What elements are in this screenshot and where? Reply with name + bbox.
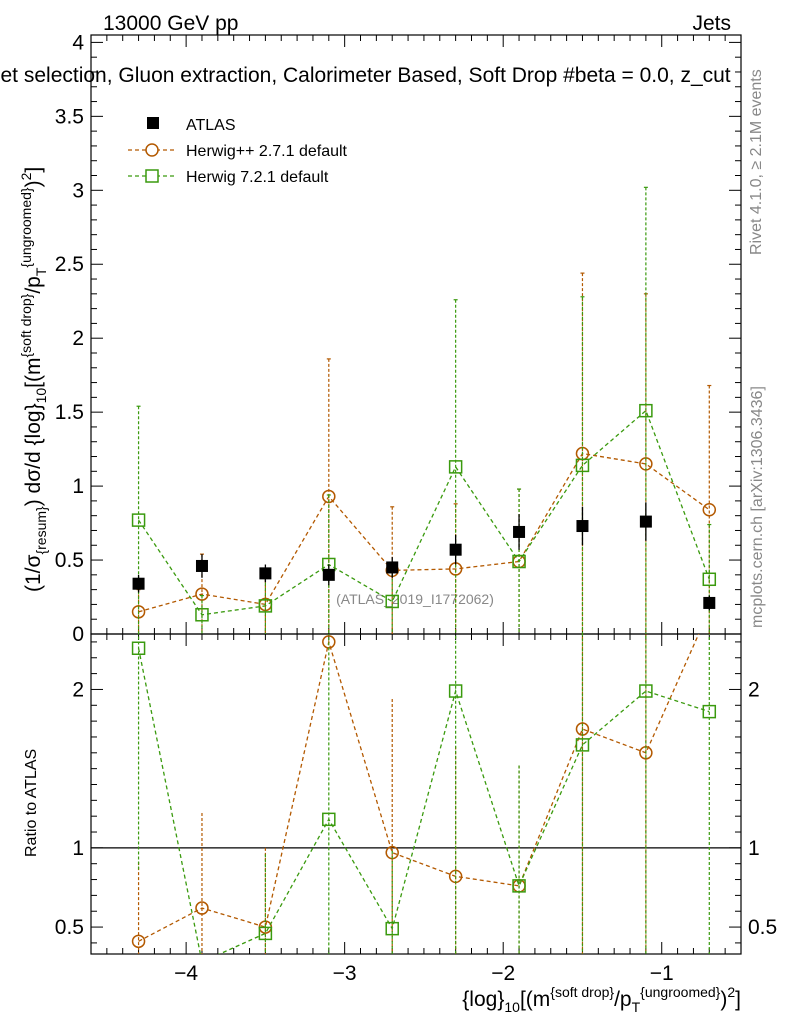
- plot-title: Dijet selection, Gluon extraction, Calor…: [0, 64, 731, 87]
- herwig7-point: [131, 513, 146, 527]
- herwig7-ratio-point: [702, 704, 717, 719]
- atlas-point: [386, 561, 399, 574]
- herwig7-point: [575, 458, 590, 473]
- ratio-plot-marks: [91, 634, 741, 954]
- herwig7-point: [195, 608, 209, 622]
- ratio-y-tick-label-right: 1: [748, 837, 760, 860]
- ratio-plot-frame: [90, 633, 742, 955]
- watermark: (ATLAS_2019_I1772062): [336, 591, 494, 607]
- atlas-point: [513, 525, 526, 538]
- x-tick-label: −2: [491, 962, 515, 985]
- herwig7-point: [448, 460, 463, 474]
- herwig7-ratio-point: [385, 921, 399, 936]
- atlas-point: [639, 515, 652, 528]
- legend-marker-herwig7: [145, 169, 159, 183]
- ratio-axis-title: Ratio to ATLAS: [23, 749, 40, 857]
- header-left: 13000 GeV pp: [103, 12, 238, 35]
- y-tick-label: 1: [72, 475, 84, 498]
- herwig7-ratio-point: [512, 879, 526, 893]
- atlas-point: [703, 596, 716, 609]
- legend-label-herwigpp: Herwig++ 2.7.1 default: [186, 143, 348, 160]
- herwig7-point: [258, 599, 273, 613]
- herwig7-point: [385, 594, 399, 609]
- y-tick-label: 1.5: [55, 401, 84, 424]
- herwig7-ratio-point: [448, 684, 463, 698]
- herwig7-ratio-point: [322, 812, 336, 827]
- y-tick-label: 2.5: [55, 253, 84, 276]
- herwig7-ratio-point: [639, 684, 653, 698]
- svg-text:{log}10[(m{soft drop}/pT{ungro: {log}10[(m{soft drop}/pT{ungroomed})2]: [462, 984, 741, 1015]
- x-tick-label: −1: [650, 962, 674, 985]
- y-axis-title: (1/σ{resum}) dσ/d {log}10[(m{soft drop}/…: [18, 167, 49, 592]
- legend-label-atlas: ATLAS: [186, 117, 236, 134]
- ratio-y-tick-label: 0.5: [55, 916, 84, 939]
- atlas-point: [322, 568, 335, 581]
- herwig7-point: [702, 572, 717, 587]
- header-right: Jets: [692, 12, 731, 35]
- herwigpp-line: [138, 452, 710, 613]
- y-tick-label: 3: [72, 179, 84, 202]
- atlas-point: [576, 520, 589, 533]
- ratio-y-tick-label-right: 0.5: [748, 916, 777, 939]
- herwigpp-ratio-point: [131, 934, 146, 949]
- legend-marker-herwigpp: [145, 143, 159, 157]
- axis-tick-labels: −4 −3 −2 −1 0 0.5 1 1.5 2 2.5 3 3.5 4 0.5 0.5 1 1 2 2: [55, 31, 777, 985]
- herwig7-line: [138, 409, 710, 616]
- y-tick-label: 0: [72, 623, 84, 646]
- y-tick-label: 2: [72, 327, 84, 350]
- ratio-y-tick-label-right: 2: [748, 678, 760, 701]
- rivet-label: Rivet 4.1.0, ≥ 2.1M events: [748, 69, 765, 255]
- atlas-point: [259, 567, 272, 580]
- x-tick-label: −4: [174, 962, 198, 985]
- y-tick-label: 4: [72, 31, 84, 54]
- herwig7-ratio-point: [131, 641, 146, 656]
- legend-label-herwig7: Herwig 7.2.1 default: [186, 169, 329, 186]
- ratio-y-tick-label: 2: [72, 678, 84, 701]
- herwig7-point: [639, 403, 653, 418]
- mcplots-label: mcplots.cern.ch [arXiv:1306.3436]: [749, 386, 766, 628]
- herwigpp-ratio-line: [138, 634, 700, 942]
- atlas-point: [449, 543, 462, 556]
- herwig7-ratio-point: [575, 738, 590, 752]
- x-tick-label: −3: [333, 962, 357, 985]
- herwig7-ratio-point: [258, 926, 273, 941]
- x-axis-title: {log}10[(m{soft drop}/pT{ungroomed})2]: [462, 984, 741, 1015]
- legend-marker-atlas: [147, 117, 159, 129]
- herwigpp-point: [195, 587, 209, 601]
- y-tick-label: 3.5: [55, 105, 84, 128]
- main-plot-marks: [131, 186, 717, 634]
- axis-ticks: [90, 35, 742, 954]
- svg-text:(1/σ{resum}) dσ/d {log}10[(m{s: (1/σ{resum}) dσ/d {log}10[(m{soft drop}/…: [18, 167, 49, 592]
- y-tick-label: 0.5: [55, 549, 84, 572]
- legend: ATLAS Herwig++ 2.7.1 default Herwig 7.2.…: [128, 117, 348, 186]
- herwig7-point: [512, 554, 526, 569]
- ratio-y-tick-label: 1: [72, 837, 84, 860]
- herwigpp-point: [702, 503, 717, 517]
- herwigpp-ratio-point: [195, 901, 209, 915]
- atlas-point: [195, 559, 208, 572]
- atlas-point: [132, 577, 145, 590]
